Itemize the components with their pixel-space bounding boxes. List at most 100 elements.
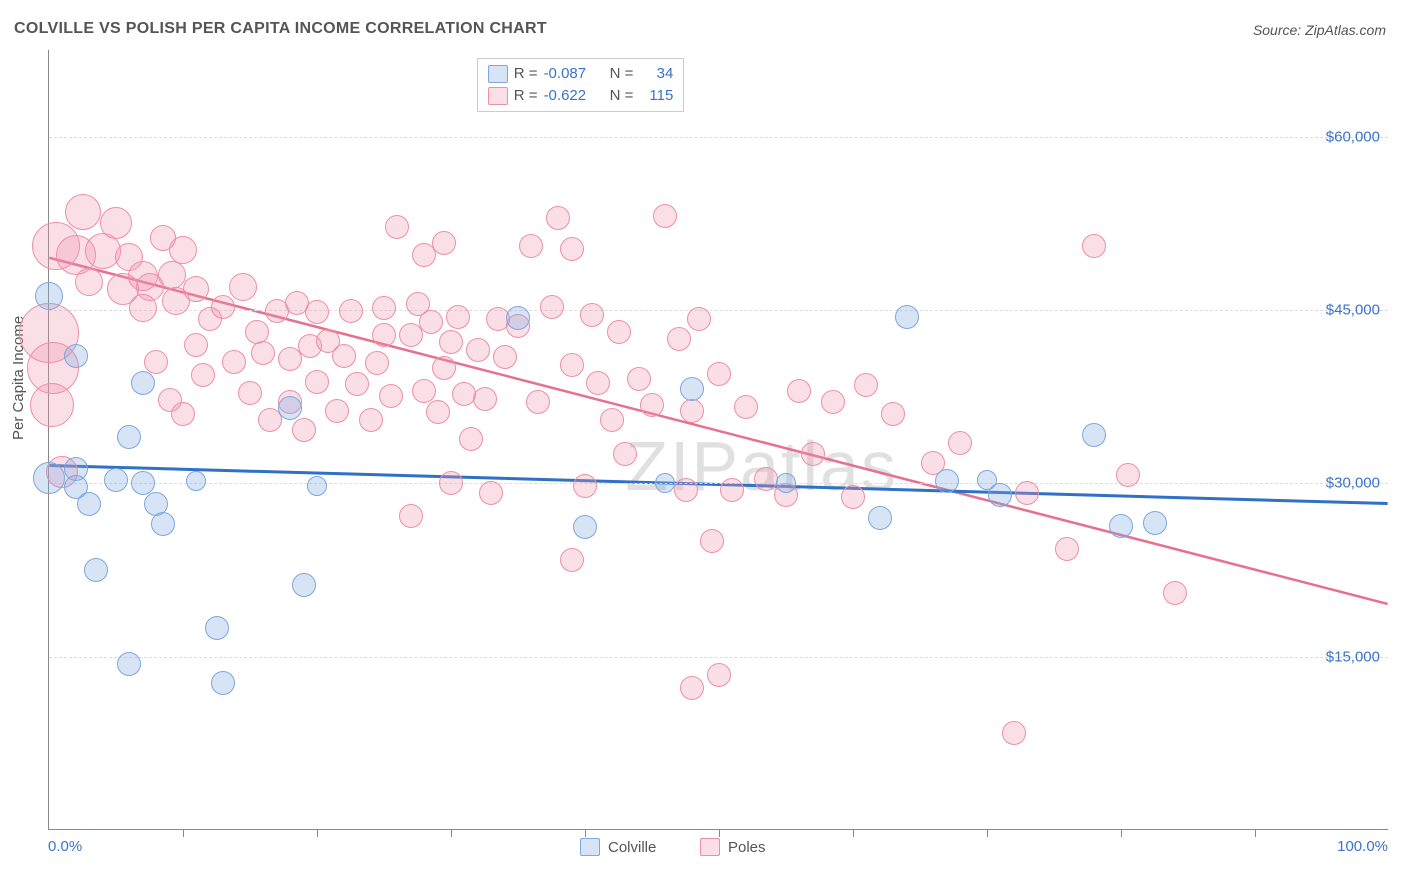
data-point-colville (186, 471, 206, 491)
data-point-poles (707, 663, 731, 687)
data-point-colville (1109, 514, 1133, 538)
x-tick (585, 829, 586, 837)
data-point-colville (211, 671, 235, 695)
data-point-poles (680, 399, 704, 423)
data-point-poles (687, 307, 711, 331)
data-point-poles (238, 381, 262, 405)
bottom-legend-colville: Colville (580, 838, 656, 856)
data-point-poles (30, 383, 74, 427)
data-point-poles (385, 215, 409, 239)
data-point-poles (734, 395, 758, 419)
data-point-poles (1002, 721, 1026, 745)
data-point-poles (339, 299, 363, 323)
data-point-poles (720, 478, 744, 502)
data-point-poles (432, 231, 456, 255)
x-tick (1121, 829, 1122, 837)
y-tick-label: $15,000 (1326, 648, 1380, 665)
data-point-poles (65, 194, 101, 230)
data-point-colville (117, 425, 141, 449)
data-point-poles (573, 474, 597, 498)
legend-swatch (488, 65, 508, 83)
data-point-poles (841, 485, 865, 509)
data-point-poles (881, 402, 905, 426)
data-point-colville (151, 512, 175, 536)
data-point-poles (399, 323, 423, 347)
bottom-legend-poles: Poles (700, 838, 766, 856)
data-point-poles (948, 431, 972, 455)
legend-swatch (488, 87, 508, 105)
r-label: R = (514, 85, 538, 107)
data-point-poles (560, 353, 584, 377)
data-point-poles (560, 237, 584, 261)
data-point-poles (183, 276, 209, 302)
data-point-poles (446, 305, 470, 329)
x-tick (853, 829, 854, 837)
gridline-h (49, 657, 1388, 658)
n-label: N = (610, 85, 634, 107)
data-point-poles (700, 529, 724, 553)
n-label: N = (610, 63, 634, 85)
data-point-colville (131, 471, 155, 495)
data-point-colville (205, 616, 229, 640)
data-point-colville (64, 344, 88, 368)
data-point-colville (292, 573, 316, 597)
data-point-colville (506, 306, 530, 330)
data-point-poles (787, 379, 811, 403)
x-tick (987, 829, 988, 837)
data-point-poles (613, 442, 637, 466)
data-point-poles (251, 341, 275, 365)
data-point-poles (432, 356, 456, 380)
legend-swatch (700, 838, 720, 856)
data-point-poles (667, 327, 691, 351)
data-point-poles (640, 393, 664, 417)
data-point-poles (466, 338, 490, 362)
data-point-poles (184, 333, 208, 357)
data-point-poles (372, 296, 396, 320)
data-point-colville (935, 469, 959, 493)
data-point-poles (526, 390, 550, 414)
data-point-poles (439, 471, 463, 495)
data-point-poles (580, 303, 604, 327)
r-value: -0.087 (544, 63, 596, 85)
r-value: -0.622 (544, 85, 596, 107)
stats-legend-row: R =-0.087N =34 (488, 63, 674, 85)
data-point-poles (707, 362, 731, 386)
data-point-poles (1116, 463, 1140, 487)
data-point-colville (35, 282, 63, 310)
gridline-h (49, 483, 1388, 484)
data-point-poles (493, 345, 517, 369)
stats-legend-row: R = -0.622 N =115 (488, 85, 674, 107)
trend-lines-svg (49, 50, 1388, 829)
data-point-poles (359, 408, 383, 432)
x-tick (1255, 829, 1256, 837)
data-point-poles (1015, 481, 1039, 505)
data-point-poles (332, 344, 356, 368)
data-point-poles (586, 371, 610, 395)
data-point-poles (144, 350, 168, 374)
data-point-poles (171, 402, 195, 426)
r-label: R = (514, 63, 538, 85)
data-point-poles (854, 373, 878, 397)
gridline-h (49, 310, 1388, 311)
y-tick-label: $45,000 (1326, 302, 1380, 319)
data-point-poles (546, 206, 570, 230)
data-point-poles (419, 310, 443, 334)
data-point-colville (278, 396, 302, 420)
data-point-colville (988, 483, 1012, 507)
data-point-poles (1055, 537, 1079, 561)
data-point-poles (292, 418, 316, 442)
data-point-poles (680, 676, 704, 700)
data-point-colville (1082, 423, 1106, 447)
data-point-colville (307, 476, 327, 496)
data-point-poles (754, 467, 778, 491)
stats-legend-box: R =-0.087N =34R =-0.622N =115 (477, 58, 685, 112)
data-point-poles (211, 295, 235, 319)
trend-line-colville (49, 465, 1387, 503)
data-point-poles (439, 330, 463, 354)
data-point-poles (345, 372, 369, 396)
data-point-poles (473, 387, 497, 411)
data-point-colville (680, 377, 704, 401)
data-point-poles (627, 367, 651, 391)
n-value: 115 (639, 85, 673, 107)
data-point-poles (674, 478, 698, 502)
